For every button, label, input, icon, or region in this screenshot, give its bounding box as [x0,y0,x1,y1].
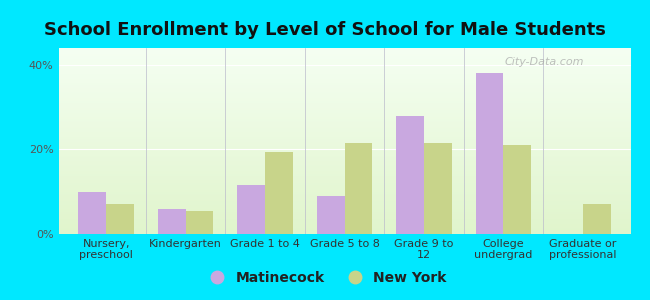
Bar [106,204,134,234]
Bar [476,74,503,234]
Text: City-Data.com: City-Data.com [504,57,584,67]
Bar [79,192,106,234]
Bar [265,152,293,234]
Bar [424,143,452,234]
Bar [237,185,265,234]
Bar [317,196,345,234]
Legend: Matinecock, New York: Matinecock, New York [198,265,452,290]
Text: School Enrollment by Level of School for Male Students: School Enrollment by Level of School for… [44,21,606,39]
Bar [503,145,531,234]
Bar [186,211,213,234]
Bar [158,208,186,234]
Bar [396,116,424,234]
Bar [583,204,610,234]
Bar [344,143,372,234]
